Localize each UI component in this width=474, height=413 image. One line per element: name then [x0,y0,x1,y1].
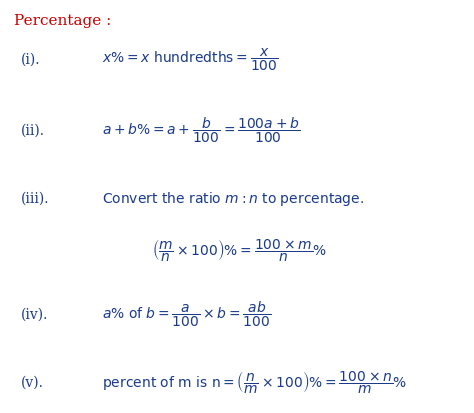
Text: $x\% = x \text{ hundredths} = \dfrac{x}{100}$: $x\% = x \text{ hundredths} = \dfrac{x}{… [102,47,279,73]
Text: $a\% \text{ of } b = \dfrac{a}{100}\times b = \dfrac{ab}{100}$: $a\% \text{ of } b = \dfrac{a}{100}\time… [102,299,271,328]
Text: Percentage :: Percentage : [14,14,111,28]
Text: (i).: (i). [21,53,41,67]
Text: $\text{percent of m is n} = \left(\dfrac{n}{m}\times 100\right)\% = \dfrac{100 \: $\text{percent of m is n} = \left(\dfrac… [102,369,407,395]
Text: (v).: (v). [21,375,44,389]
Text: (iv).: (iv). [21,307,49,321]
Text: $a + b\% = a + \dfrac{b}{100} = \dfrac{100a+b}{100}$: $a + b\% = a + \dfrac{b}{100} = \dfrac{1… [102,116,300,145]
Text: $\left(\dfrac{m}{n}\times 100\right)\% = \dfrac{100 \times m}{n}\%$: $\left(\dfrac{m}{n}\times 100\right)\% =… [152,237,327,263]
Text: (ii).: (ii). [21,123,46,137]
Text: (iii).: (iii). [21,191,50,205]
Text: $\text{Convert the ratio } m : n \text{ to percentage.}$: $\text{Convert the ratio } m : n \text{ … [102,189,364,207]
